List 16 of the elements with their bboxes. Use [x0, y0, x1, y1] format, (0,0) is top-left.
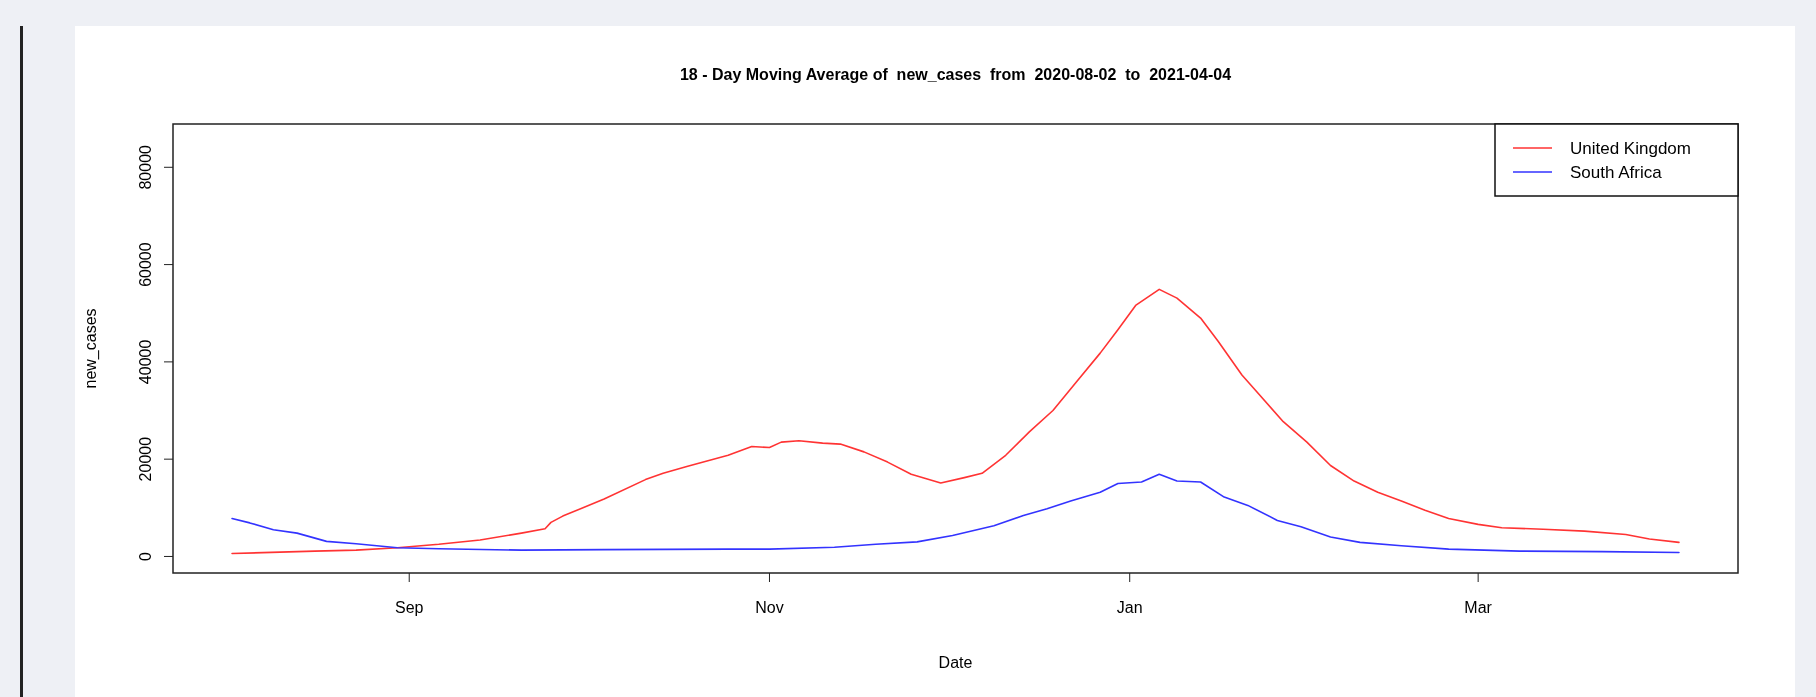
x-tick-label: Jan — [1116, 599, 1143, 616]
y-axis-title: new_cases — [82, 308, 100, 389]
legend-label: South Africa — [1570, 163, 1663, 182]
y-tick-label: 0 — [137, 551, 154, 561]
chart-title: 18 - Day Moving Average of new_cases from 2020-08-02 to 2021-04-04 — [679, 66, 1232, 83]
y-tick-label: 60000 — [137, 242, 154, 287]
x-axis-title: Date — [938, 654, 973, 671]
y-tick-label: 40000 — [137, 339, 154, 385]
x-tick-label: Nov — [755, 599, 784, 616]
x-tick-label: Sep — [394, 599, 424, 616]
line-series — [231, 288, 1680, 555]
legend-label: United Kingdom — [1570, 139, 1691, 158]
y-tick-label: 80000 — [137, 144, 154, 190]
x-tick-label: Mar — [1464, 599, 1493, 616]
line-series — [231, 473, 1680, 554]
y-tick-label: 20000 — [137, 436, 154, 482]
